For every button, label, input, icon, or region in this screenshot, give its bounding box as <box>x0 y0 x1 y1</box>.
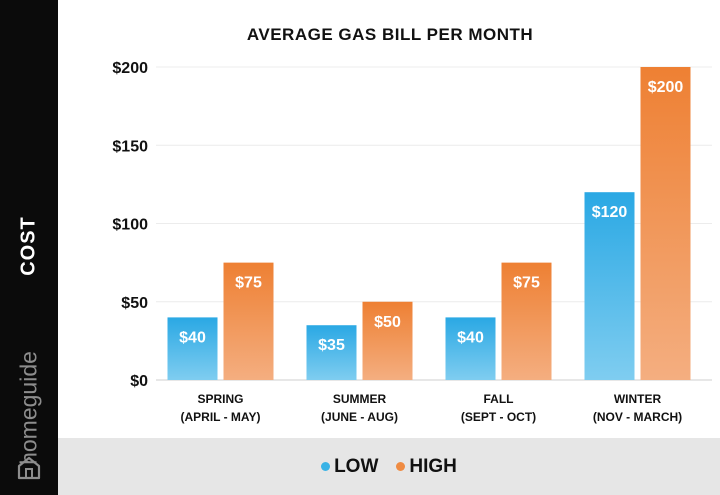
bar-value-label-high: $75 <box>235 275 262 292</box>
legend-label-low: LOW <box>334 455 379 477</box>
y-tick-labels: $0 $50 $100 $150 $200 <box>112 60 148 390</box>
legend: LOW HIGH <box>58 438 720 495</box>
y-tick-label: $50 <box>121 295 148 312</box>
bar-value-label-low: $40 <box>457 329 484 346</box>
legend-band: LOW HIGH <box>58 438 720 495</box>
bar-value-label-high: $50 <box>374 314 401 331</box>
bar-low <box>306 325 357 380</box>
bars: $40 $75 $35 $50 $40 $75 $120 $200 <box>167 67 691 380</box>
bar-high <box>501 262 552 380</box>
legend-swatch-high <box>396 462 406 471</box>
house-icon <box>17 456 41 480</box>
bar-value-label-low: $120 <box>592 204 628 221</box>
bar-low <box>167 317 218 380</box>
category-label: SUMMER <box>333 392 387 406</box>
bar-value-label-high: $75 <box>513 275 540 292</box>
bar-value-label-low: $40 <box>179 329 206 346</box>
bar-high <box>640 67 691 380</box>
legend-item-low: LOW <box>321 456 378 478</box>
bar-high <box>362 301 413 380</box>
y-tick-label: $150 <box>112 138 148 155</box>
category-label: FALL <box>484 392 514 406</box>
legend-label-high: HIGH <box>409 455 457 477</box>
category-sublabel: (SEPT - OCT) <box>461 410 536 424</box>
y-axis-label: COST <box>17 216 40 276</box>
y-tick-label: $100 <box>112 217 148 234</box>
category-sublabel: (NOV - MARCH) <box>593 410 682 424</box>
bar-value-label-low: $35 <box>318 337 345 354</box>
category-labels: SPRING (APRIL - MAY) SUMMER (JUNE - AUG) FAL… <box>180 392 682 424</box>
category-label: WINTER <box>614 392 662 406</box>
y-tick-label: $200 <box>112 60 148 77</box>
category-sublabel: (APRIL - MAY) <box>180 410 260 424</box>
bar-high <box>223 262 274 380</box>
bar-low <box>445 317 496 380</box>
chart-title: AVERAGE GAS BILL PER MONTH <box>247 25 533 44</box>
bar-value-label-high: $200 <box>648 79 684 96</box>
category-sublabel: (JUNE - AUG) <box>321 410 398 424</box>
legend-swatch-low <box>321 462 331 471</box>
chart: AVERAGE GAS BILL PER MONTH $0 $50 $100 $150… <box>112 25 712 424</box>
category-label: SPRING <box>197 392 243 406</box>
bar-low <box>584 192 635 380</box>
legend-item-high: HIGH <box>396 456 457 478</box>
sidebar: COST homeguide <box>0 0 58 495</box>
y-tick-label: $0 <box>130 373 148 390</box>
brand-logo-text: homeguide <box>15 351 42 465</box>
